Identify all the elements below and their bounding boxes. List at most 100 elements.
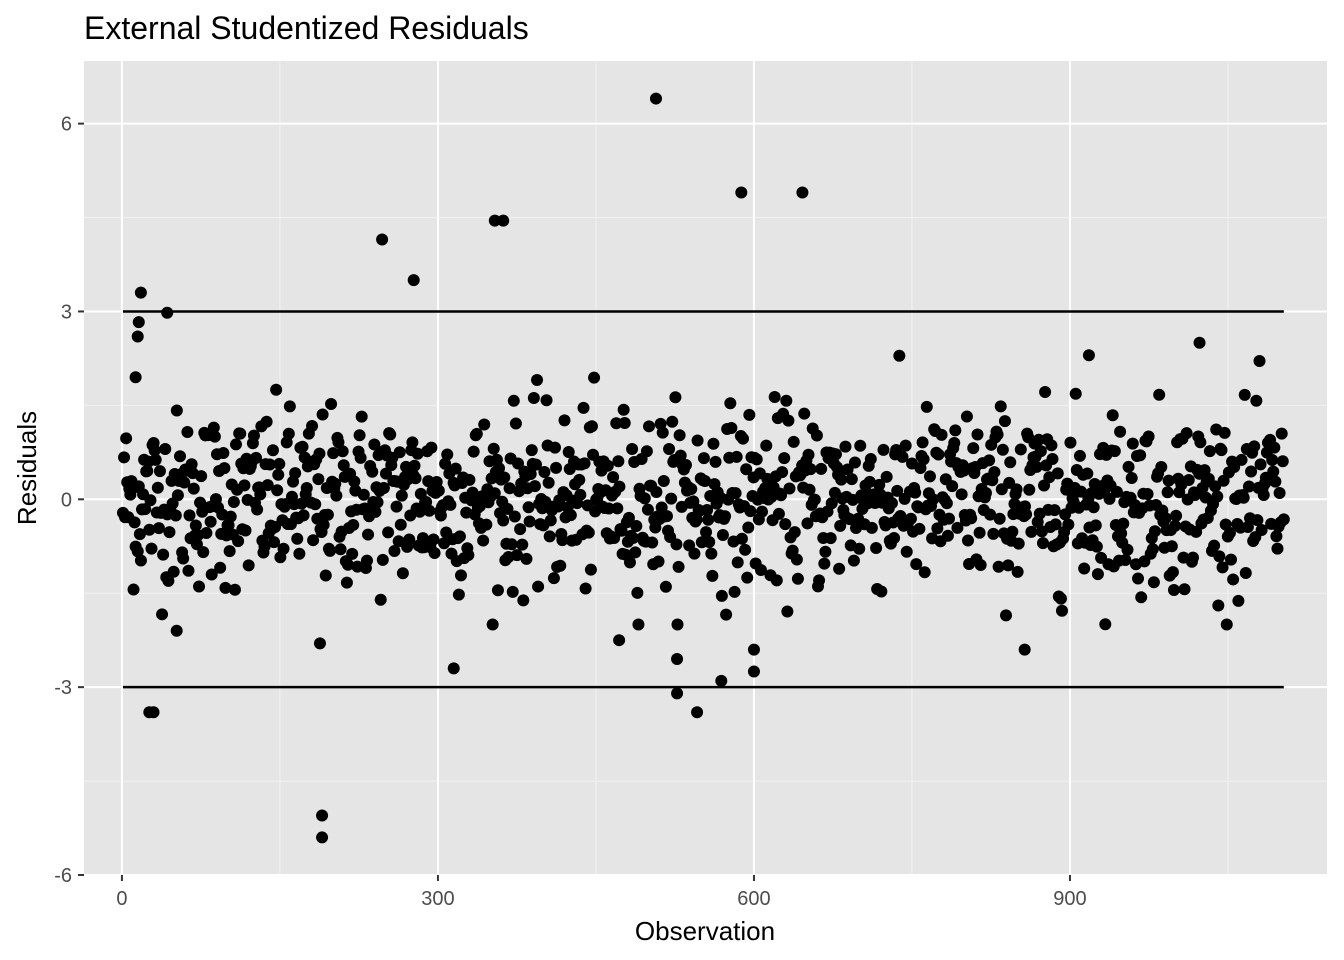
data-point <box>148 444 161 457</box>
data-point <box>488 214 501 227</box>
data-point <box>139 503 152 516</box>
data-point <box>941 529 954 542</box>
data-point <box>242 559 255 572</box>
data-point <box>629 546 642 559</box>
data-point <box>891 484 904 497</box>
data-point <box>737 432 750 445</box>
data-point <box>825 497 838 510</box>
data-point <box>234 427 247 440</box>
data-point <box>650 485 663 498</box>
data-point <box>272 468 285 481</box>
data-point <box>899 439 912 452</box>
x-tick-label: 0 <box>116 888 127 910</box>
data-point <box>390 500 403 513</box>
data-point <box>618 416 631 429</box>
data-point <box>1114 425 1127 438</box>
data-point <box>641 503 654 516</box>
data-point <box>466 486 479 499</box>
data-point <box>768 390 781 403</box>
data-point <box>916 436 929 449</box>
data-point <box>1054 592 1067 605</box>
data-point <box>291 532 304 545</box>
data-point <box>330 489 343 502</box>
data-point <box>582 526 595 539</box>
data-point <box>251 503 264 516</box>
data-point <box>182 564 195 577</box>
data-point <box>772 507 785 520</box>
data-point <box>1253 354 1266 367</box>
data-point <box>562 445 575 458</box>
data-point <box>913 522 926 535</box>
data-point <box>1271 542 1284 555</box>
data-point <box>932 448 945 461</box>
data-point <box>309 498 322 511</box>
y-tick-label: 3 <box>61 301 72 323</box>
data-point <box>1115 527 1128 540</box>
data-point <box>510 549 523 562</box>
data-point <box>685 483 698 496</box>
data-point <box>940 497 953 510</box>
data-point <box>666 415 679 428</box>
data-point <box>177 552 190 565</box>
data-point <box>207 421 220 434</box>
data-point <box>1167 584 1180 597</box>
data-point <box>885 497 898 510</box>
data-point <box>875 585 888 598</box>
data-point <box>617 403 630 416</box>
data-point <box>1011 565 1024 578</box>
data-point <box>988 466 1001 479</box>
data-point <box>829 448 842 461</box>
data-point <box>200 526 213 539</box>
data-point <box>263 458 276 471</box>
data-point <box>632 618 645 631</box>
data-point <box>1023 483 1036 496</box>
data-point <box>671 687 684 700</box>
data-point <box>880 470 893 483</box>
x-tick-label: 300 <box>421 888 454 910</box>
data-point <box>1034 445 1047 458</box>
data-point <box>1238 388 1251 401</box>
data-point <box>441 448 454 461</box>
data-point <box>132 316 145 329</box>
data-point <box>679 459 692 472</box>
data-point <box>1089 519 1102 532</box>
data-point <box>261 479 274 492</box>
data-point <box>946 480 959 493</box>
data-point <box>1165 540 1178 553</box>
data-point <box>1014 443 1027 456</box>
data-point <box>296 440 309 453</box>
data-point <box>1006 525 1019 538</box>
data-point <box>971 428 984 441</box>
data-point <box>788 526 801 539</box>
data-point <box>1134 449 1147 462</box>
data-point <box>238 479 251 492</box>
data-point <box>134 286 147 299</box>
data-point <box>834 519 847 532</box>
data-point <box>744 505 757 518</box>
data-point <box>967 442 980 455</box>
data-point <box>157 548 170 561</box>
data-point <box>239 524 252 537</box>
data-point <box>564 509 577 522</box>
data-point <box>700 526 713 539</box>
data-point <box>671 652 684 665</box>
data-point <box>444 498 457 511</box>
data-point <box>313 637 326 650</box>
data-point <box>224 510 237 523</box>
data-point <box>532 580 545 593</box>
data-point <box>205 568 218 581</box>
x-axis-title: Observation <box>635 916 775 946</box>
data-point <box>1239 566 1252 579</box>
data-point <box>955 488 968 501</box>
data-point <box>181 426 194 439</box>
data-point <box>382 526 395 539</box>
data-point <box>407 274 420 287</box>
data-point <box>227 496 240 509</box>
data-point <box>1141 488 1154 501</box>
data-point <box>1223 526 1236 539</box>
data-point <box>656 426 669 439</box>
data-point <box>724 397 737 410</box>
data-point <box>780 394 793 407</box>
data-point <box>992 560 1005 573</box>
data-point <box>1193 336 1206 349</box>
